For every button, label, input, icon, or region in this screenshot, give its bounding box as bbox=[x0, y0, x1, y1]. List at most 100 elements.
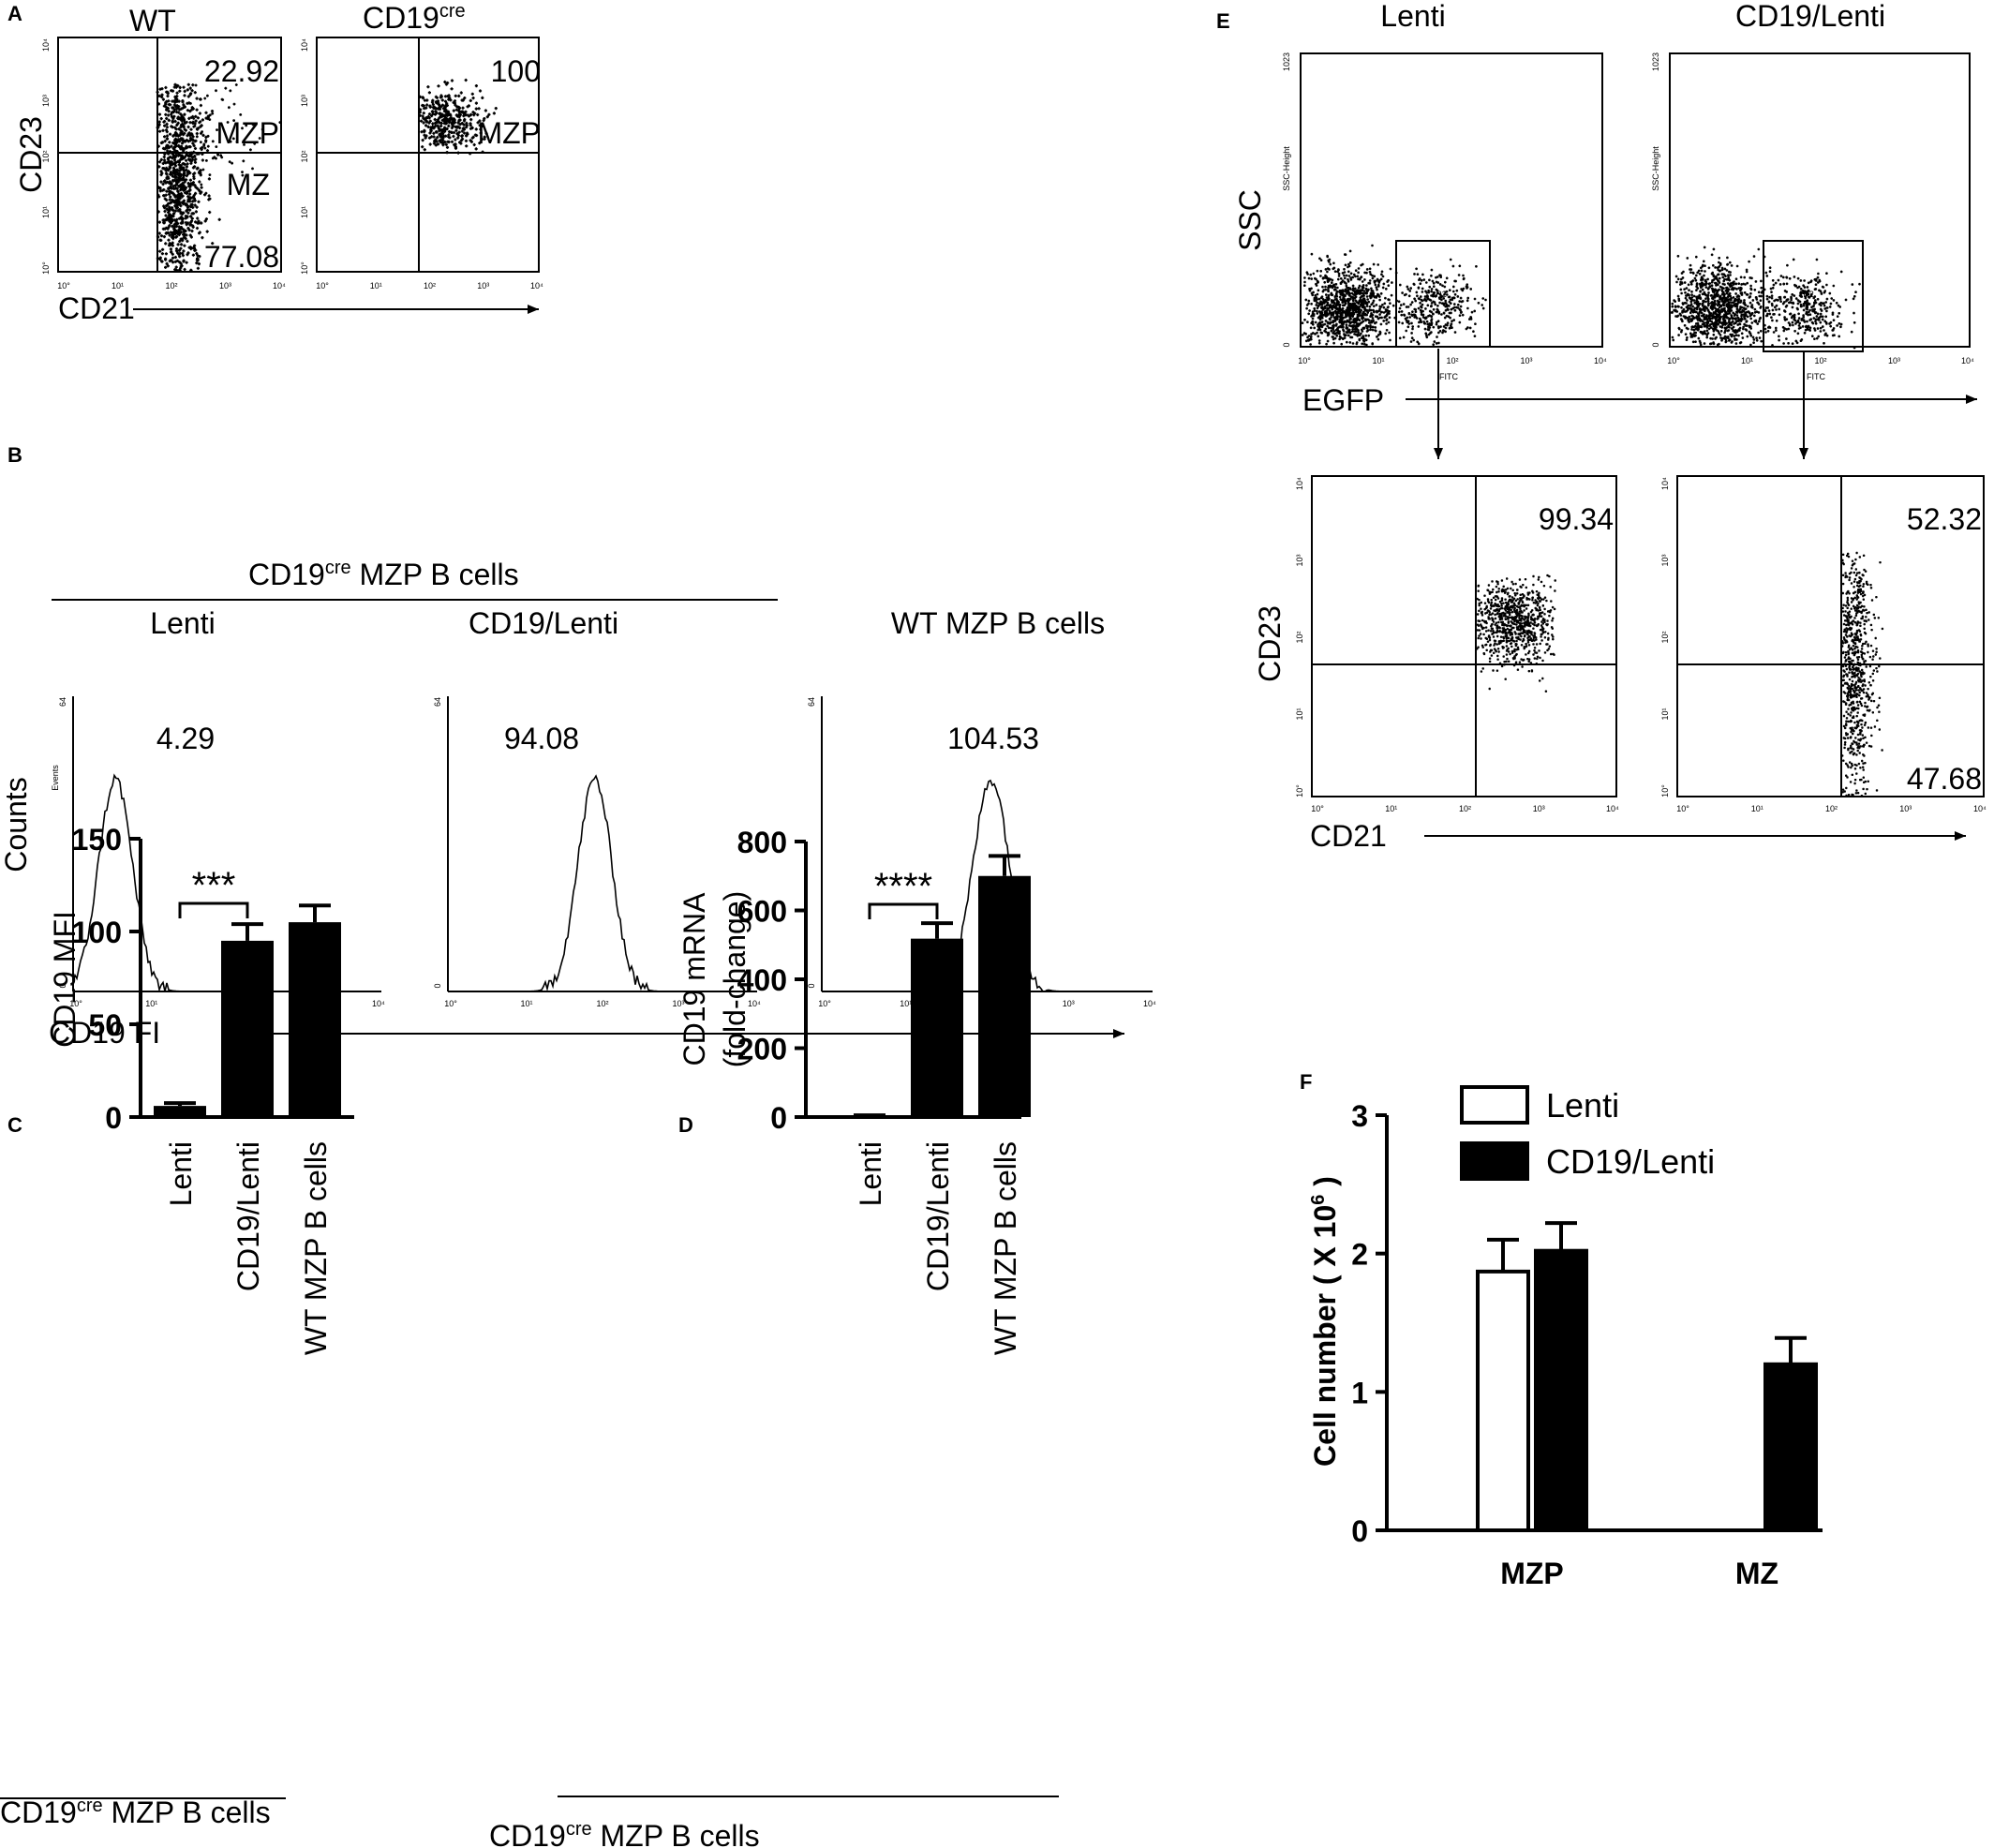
panel-letter-b: B bbox=[7, 443, 22, 467]
chart-f-ylabel: Cell number ( X 106 ) bbox=[1308, 1176, 1342, 1467]
scatter-cd19cre-points bbox=[418, 78, 498, 156]
chart-d-category-label-0: Lenti bbox=[854, 1141, 887, 1206]
e-top-inner-ylabel-0: SSC-Height bbox=[1282, 146, 1291, 191]
histogram-xtick-tick-4: 10⁴ bbox=[372, 999, 385, 1008]
e-scatter-main-0-points bbox=[1301, 244, 1406, 347]
x-tick-tick-1: 10¹ bbox=[112, 281, 124, 291]
e-bottom-xtick-1-tick-0: 10° bbox=[1676, 804, 1689, 813]
x-tick-tick-0: 10° bbox=[316, 281, 329, 291]
chart-d-bar-0 bbox=[843, 1115, 896, 1117]
x-axis-arrow-head bbox=[1113, 1029, 1124, 1038]
e-top-xtick-1-tick-1: 10¹ bbox=[1741, 356, 1753, 365]
e-top-xtick-1-tick-3: 10³ bbox=[1888, 356, 1900, 365]
e-top-xtick-0-tick-0: 10° bbox=[1298, 356, 1311, 365]
y-tick-tick-0: 10° bbox=[300, 261, 309, 275]
e-top-ylabel-ssc: SSC bbox=[1233, 189, 1267, 251]
y-tick-tick-2: 10² bbox=[41, 150, 51, 162]
x-axis-arrow-head bbox=[528, 305, 539, 314]
chart-d-ytick-label-2: 400 bbox=[737, 963, 787, 997]
y-tick-tick-3: 10³ bbox=[41, 95, 51, 107]
e-bottom-ytick-1-tick-4: 10⁴ bbox=[1660, 477, 1670, 490]
panel-f: F 0 1 2 3 MZP MZ Cell number ( X 106 ) Lenti CD19… bbox=[1300, 1070, 1823, 1590]
e-scatter-gate-0 bbox=[1398, 258, 1487, 346]
e-gate-r2-0 bbox=[1395, 240, 1491, 348]
histogram-title-1: CD19/Lenti bbox=[469, 606, 618, 640]
chart-f-legend-swatch-1 bbox=[1460, 1141, 1529, 1181]
panel-letter-c: C bbox=[7, 1113, 22, 1137]
chart-d-ylabel: CD19 mRNA bbox=[677, 892, 711, 1066]
histogram-value-1: 94.08 bbox=[504, 722, 579, 755]
x-tick-tick-1: 10¹ bbox=[370, 281, 382, 291]
chart-c-ytick-label-1: 50 bbox=[88, 1008, 122, 1042]
e-scatter-main-1 bbox=[1670, 246, 1774, 347]
histogram-ytick-bottom: 0 bbox=[58, 983, 67, 988]
chart-d-category-label-1: CD19/Lenti bbox=[921, 1141, 955, 1291]
chart-f-category-label-1: MZ bbox=[1735, 1557, 1778, 1590]
histogram-xtick-tick-3: 10³ bbox=[672, 999, 684, 1008]
chart-f-legend-label-1: CD19/Lenti bbox=[1546, 1142, 1715, 1181]
quadrant-value-upper-right: 22.92 bbox=[204, 54, 279, 88]
e-bottom-xtick-0-tick-2: 10² bbox=[1459, 804, 1471, 813]
e-top-ytick-top-0: 1023 bbox=[1282, 52, 1291, 71]
e-top-inner-xlabel-0: FITC bbox=[1439, 372, 1458, 381]
panel-letter-e: E bbox=[1216, 9, 1230, 33]
chart-f-bar-0-0 bbox=[1476, 1269, 1530, 1532]
e-bottom-x-arrow-head bbox=[1955, 831, 1966, 841]
panel-a: A WT 10° 10¹ 10² 10³ 10⁴ 10° 10¹ 10² 10³ 10⁴ 22.92 MZ… bbox=[7, 1, 543, 325]
e-bottom-value-upper-right-1: 52.32 bbox=[1907, 502, 1982, 536]
chart-f-legend-label-0: Lenti bbox=[1546, 1086, 1619, 1125]
x-tick-tick-2: 10² bbox=[424, 281, 436, 291]
e-scatter-main-1-points bbox=[1670, 246, 1774, 347]
e-bottom-xlabel-cd21: CD21 bbox=[1310, 819, 1387, 853]
flow-plot-box bbox=[57, 37, 282, 273]
chart-c-bar-0 bbox=[154, 1106, 206, 1117]
y-axis-label-cd23: CD23 bbox=[14, 116, 48, 193]
x-tick-tick-3: 10³ bbox=[477, 281, 489, 291]
chart-c-category-label-1: CD19/Lenti bbox=[231, 1141, 265, 1291]
scatter-wt-extra-points bbox=[157, 83, 282, 201]
e-bottom-value-lower-right-1: 47.68 bbox=[1907, 762, 1982, 796]
y-tick-tick-0: 10° bbox=[41, 261, 51, 275]
e-bottom-xtick-1-tick-2: 10² bbox=[1825, 804, 1838, 813]
histogram-xtick-tick-4: 10⁴ bbox=[748, 999, 761, 1008]
histogram-title-2: WT MZP B cells bbox=[891, 606, 1105, 640]
e-top-x-arrow-head bbox=[1966, 395, 1977, 404]
chart-f-legend-swatch-0 bbox=[1460, 1085, 1529, 1125]
e-top-inner-xlabel-1: FITC bbox=[1807, 372, 1825, 381]
e-top-xtick-0-tick-1: 10¹ bbox=[1372, 356, 1384, 365]
chart-c-group-label: CD19cre MZP B cells bbox=[0, 1796, 271, 1829]
e-bottom-ytick-0-tick-4: 10⁴ bbox=[1295, 477, 1304, 490]
e-scatter-gate-1-points bbox=[1764, 258, 1861, 350]
e-top-title-1: CD19/Lenti bbox=[1735, 0, 1885, 33]
chart-f-ytick-label-0: 0 bbox=[1351, 1514, 1368, 1548]
chart-c-ytick-label-2: 100 bbox=[72, 916, 122, 949]
chart-f-ytick-label-2: 2 bbox=[1351, 1238, 1368, 1272]
chart-c-ytick-label-3: 150 bbox=[72, 823, 122, 857]
e-bottom-ytick-0-tick-3: 10³ bbox=[1295, 554, 1304, 566]
histogram-xtick-tick-1: 10¹ bbox=[145, 999, 157, 1008]
y-tick-tick-4: 10⁴ bbox=[300, 38, 309, 52]
e-bottom-xtick-0-tick-0: 10° bbox=[1311, 804, 1324, 813]
e-top-ytick-top-1: 1023 bbox=[1651, 52, 1660, 71]
e-scatter-main-0 bbox=[1301, 244, 1406, 347]
e-bottom-scatter-0-points bbox=[1476, 574, 1556, 693]
x-tick-tick-3: 10³ bbox=[219, 281, 231, 291]
histogram-xtick-tick-2: 10² bbox=[596, 999, 608, 1008]
e-top-xlabel-egfp: EGFP bbox=[1302, 383, 1384, 417]
e-bottom-scatter-0 bbox=[1476, 574, 1556, 693]
e-bottom-scatter-1 bbox=[1841, 551, 1884, 797]
x-tick-tick-4: 10⁴ bbox=[530, 281, 543, 291]
e-top-title-0: Lenti bbox=[1380, 0, 1445, 33]
histogram-xtick-tick-1: 10¹ bbox=[520, 999, 532, 1008]
panel-letter-a: A bbox=[7, 2, 22, 25]
chart-d-significance-bracket bbox=[868, 902, 939, 919]
e-bottom-ylabel-cd23: CD23 bbox=[1253, 605, 1287, 682]
e-bottom-ytick-1-tick-1: 10¹ bbox=[1660, 708, 1670, 720]
panel-c: C 0 50 100 150 Lenti CD19/Lenti WT MZP B cells *… bbox=[0, 823, 354, 1829]
histogram-xtick-tick-0: 10° bbox=[818, 999, 831, 1008]
e-scatter-gate-0-points bbox=[1398, 258, 1487, 346]
histogram-title-0: Lenti bbox=[150, 606, 215, 640]
flow-plot-box bbox=[316, 37, 540, 273]
